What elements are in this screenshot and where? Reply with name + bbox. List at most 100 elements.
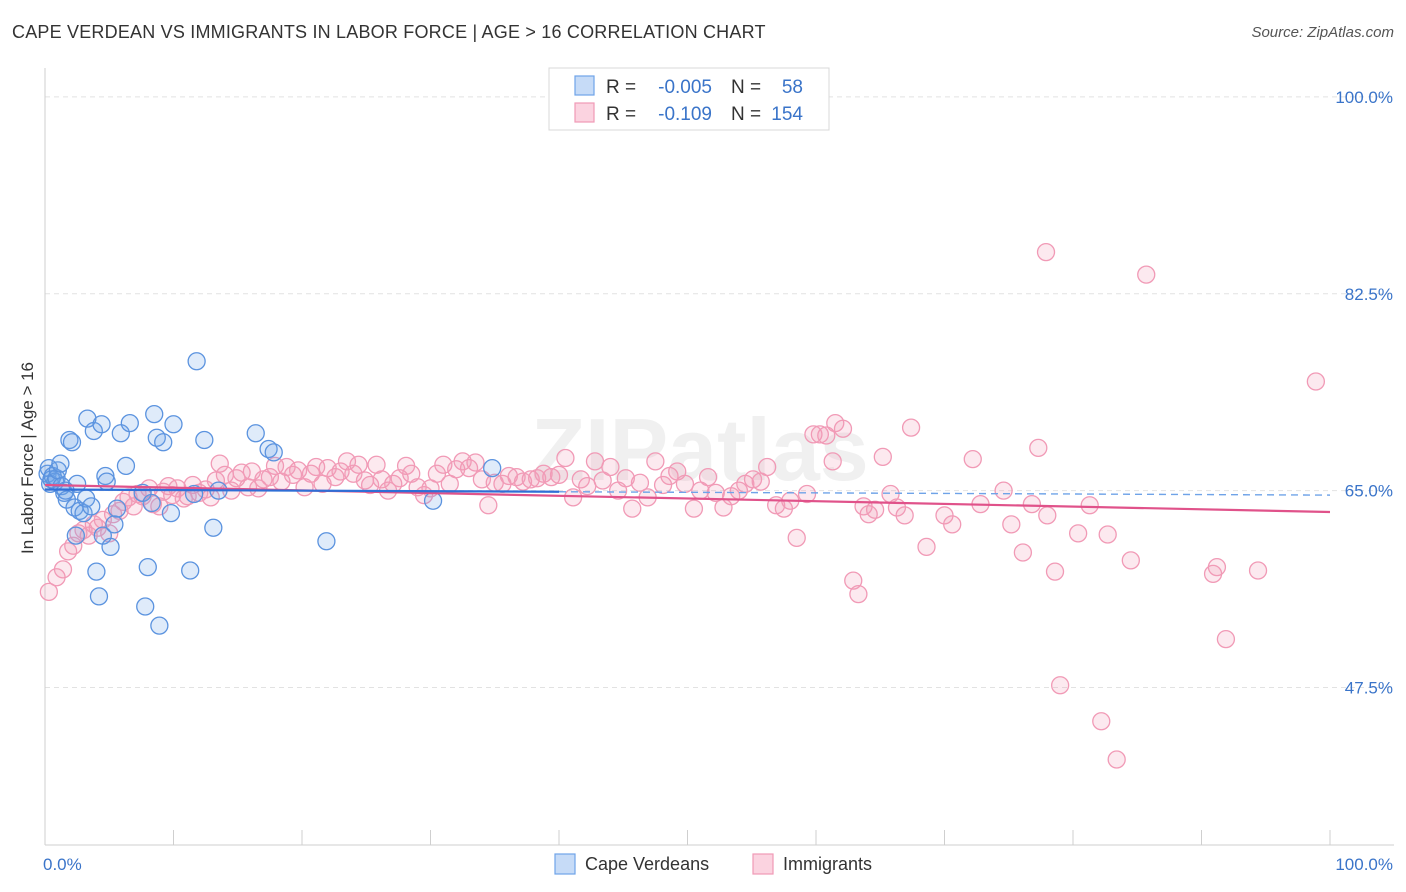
immigrants-point [1068, 524, 1088, 543]
immigrants-point [817, 426, 836, 445]
stats-r-value-cape: -0.005 [658, 77, 712, 98]
cape-verdeans-point [107, 499, 127, 518]
stats-r-value-imm: -0.109 [658, 104, 712, 125]
cape-verdeans-point [150, 616, 169, 635]
immigrants-point [787, 528, 806, 548]
immigrants-point [427, 464, 447, 483]
immigrants-point [1248, 561, 1268, 580]
cape-verdeans-point [423, 491, 443, 510]
immigrants-point [804, 425, 823, 444]
stats-n-label-imm: N = [731, 104, 761, 125]
immigrants-point [865, 500, 885, 519]
cape-verdeans-point [101, 537, 120, 557]
immigrants-point [675, 474, 695, 494]
cape-verdeans-point [161, 503, 181, 523]
gridlines [45, 96, 1394, 688]
immigrants-point [1137, 265, 1156, 284]
immigrants-point [479, 496, 498, 515]
cape-verdeans-point [105, 515, 124, 534]
cape-verdeans-point [120, 413, 139, 433]
immigrants-point [758, 457, 777, 477]
cape-verdeans-point [264, 443, 283, 462]
immigrants-point [630, 473, 650, 492]
immigrants-point [895, 506, 914, 525]
immigrants-point [1080, 496, 1099, 515]
cape-verdeans-point [51, 454, 70, 473]
axes [44, 68, 1394, 846]
series-legend: Cape Verdeans Immigrants [554, 853, 872, 875]
cape-verdeans-point [97, 472, 116, 491]
y-tick-label: 82.5% [1345, 285, 1393, 304]
cape-verdeans-point [181, 561, 200, 580]
immigrants-point [601, 457, 620, 477]
cape-verdeans-point [154, 433, 173, 452]
immigrants-point [1098, 525, 1117, 544]
stats-r-label-cape: R = [606, 77, 636, 98]
cape-verdeans-point [142, 493, 161, 513]
immigrants-point [549, 465, 569, 485]
immigrants-point [873, 447, 892, 467]
legend-swatch-imm [752, 853, 774, 875]
immigrants-point [1051, 676, 1070, 695]
immigrants-point [623, 499, 642, 518]
immigrants-point [823, 452, 842, 471]
cape-verdeans-point [259, 439, 278, 459]
cape-verdeans-point [138, 557, 157, 577]
immigrants-point [360, 475, 380, 495]
immigrants-point [1002, 515, 1021, 534]
cape-verdeans-point [87, 562, 106, 581]
immigrants-point [1045, 562, 1065, 581]
y-tick-label: 65.0% [1345, 482, 1393, 501]
stats-n-value-cape: 58 [782, 77, 803, 98]
cape-verdeans-point [92, 415, 111, 434]
immigrants-point [571, 470, 590, 489]
immigrants-point [1029, 438, 1048, 458]
immigrants-point [556, 448, 575, 468]
cape-verdeans-point [317, 532, 336, 551]
cape-verdeans-point [204, 518, 223, 537]
immigrants-point [585, 452, 605, 471]
legend-label-imm: Immigrants [783, 854, 872, 874]
immigrants-point [110, 501, 129, 521]
cape-verdeans-point [483, 458, 502, 478]
immigrants-point [943, 515, 962, 534]
immigrants-point [1092, 712, 1111, 731]
immigrants-point [963, 449, 982, 469]
immigrants-point [466, 453, 485, 472]
immigrants-point [901, 418, 921, 437]
immigrants-point [646, 452, 665, 471]
immigrants-point [326, 467, 345, 487]
immigrants-point [616, 469, 635, 488]
stats-n-label-cape: N = [731, 77, 761, 98]
immigrants-point [833, 419, 853, 438]
immigrants-point [994, 481, 1013, 500]
immigrants-point [39, 582, 59, 602]
stats-legend: R = -0.005 N = 58 R = -0.109 N = 154 [548, 67, 830, 131]
trend-lines [44, 483, 1331, 514]
immigrants-point [1306, 372, 1326, 391]
stats-swatch-cape [574, 75, 595, 96]
immigrants-point [53, 560, 73, 579]
cape-verdeans-point [67, 474, 87, 494]
immigrants-point [260, 467, 280, 487]
immigrants-points [39, 242, 1326, 769]
cape-verdeans-point [145, 404, 164, 424]
y-tick-label: 100.0% [1335, 88, 1393, 107]
immigrants-point [453, 452, 472, 471]
y-tick-labels: 47.5% 65.0% 82.5% 100.0% [1335, 88, 1393, 698]
cape-verdeans-point [246, 424, 265, 443]
immigrants-point [797, 484, 817, 504]
immigrants-point [698, 467, 718, 487]
x-tick-labels: 0.0% 100.0% [43, 855, 1393, 874]
chart-title: CAPE VERDEAN VS IMMIGRANTS IN LABOR FORC… [12, 22, 766, 42]
immigrants-point [593, 471, 612, 490]
immigrants-point [1038, 506, 1057, 525]
immigrants-point [1207, 557, 1227, 577]
immigrants-point [917, 537, 936, 557]
cape-verdeans-point [82, 497, 101, 516]
cape-verdeans-point [195, 430, 214, 450]
cape-verdeans-point [66, 526, 85, 545]
x-tick-label: 0.0% [43, 855, 82, 874]
immigrants-point [210, 454, 229, 473]
